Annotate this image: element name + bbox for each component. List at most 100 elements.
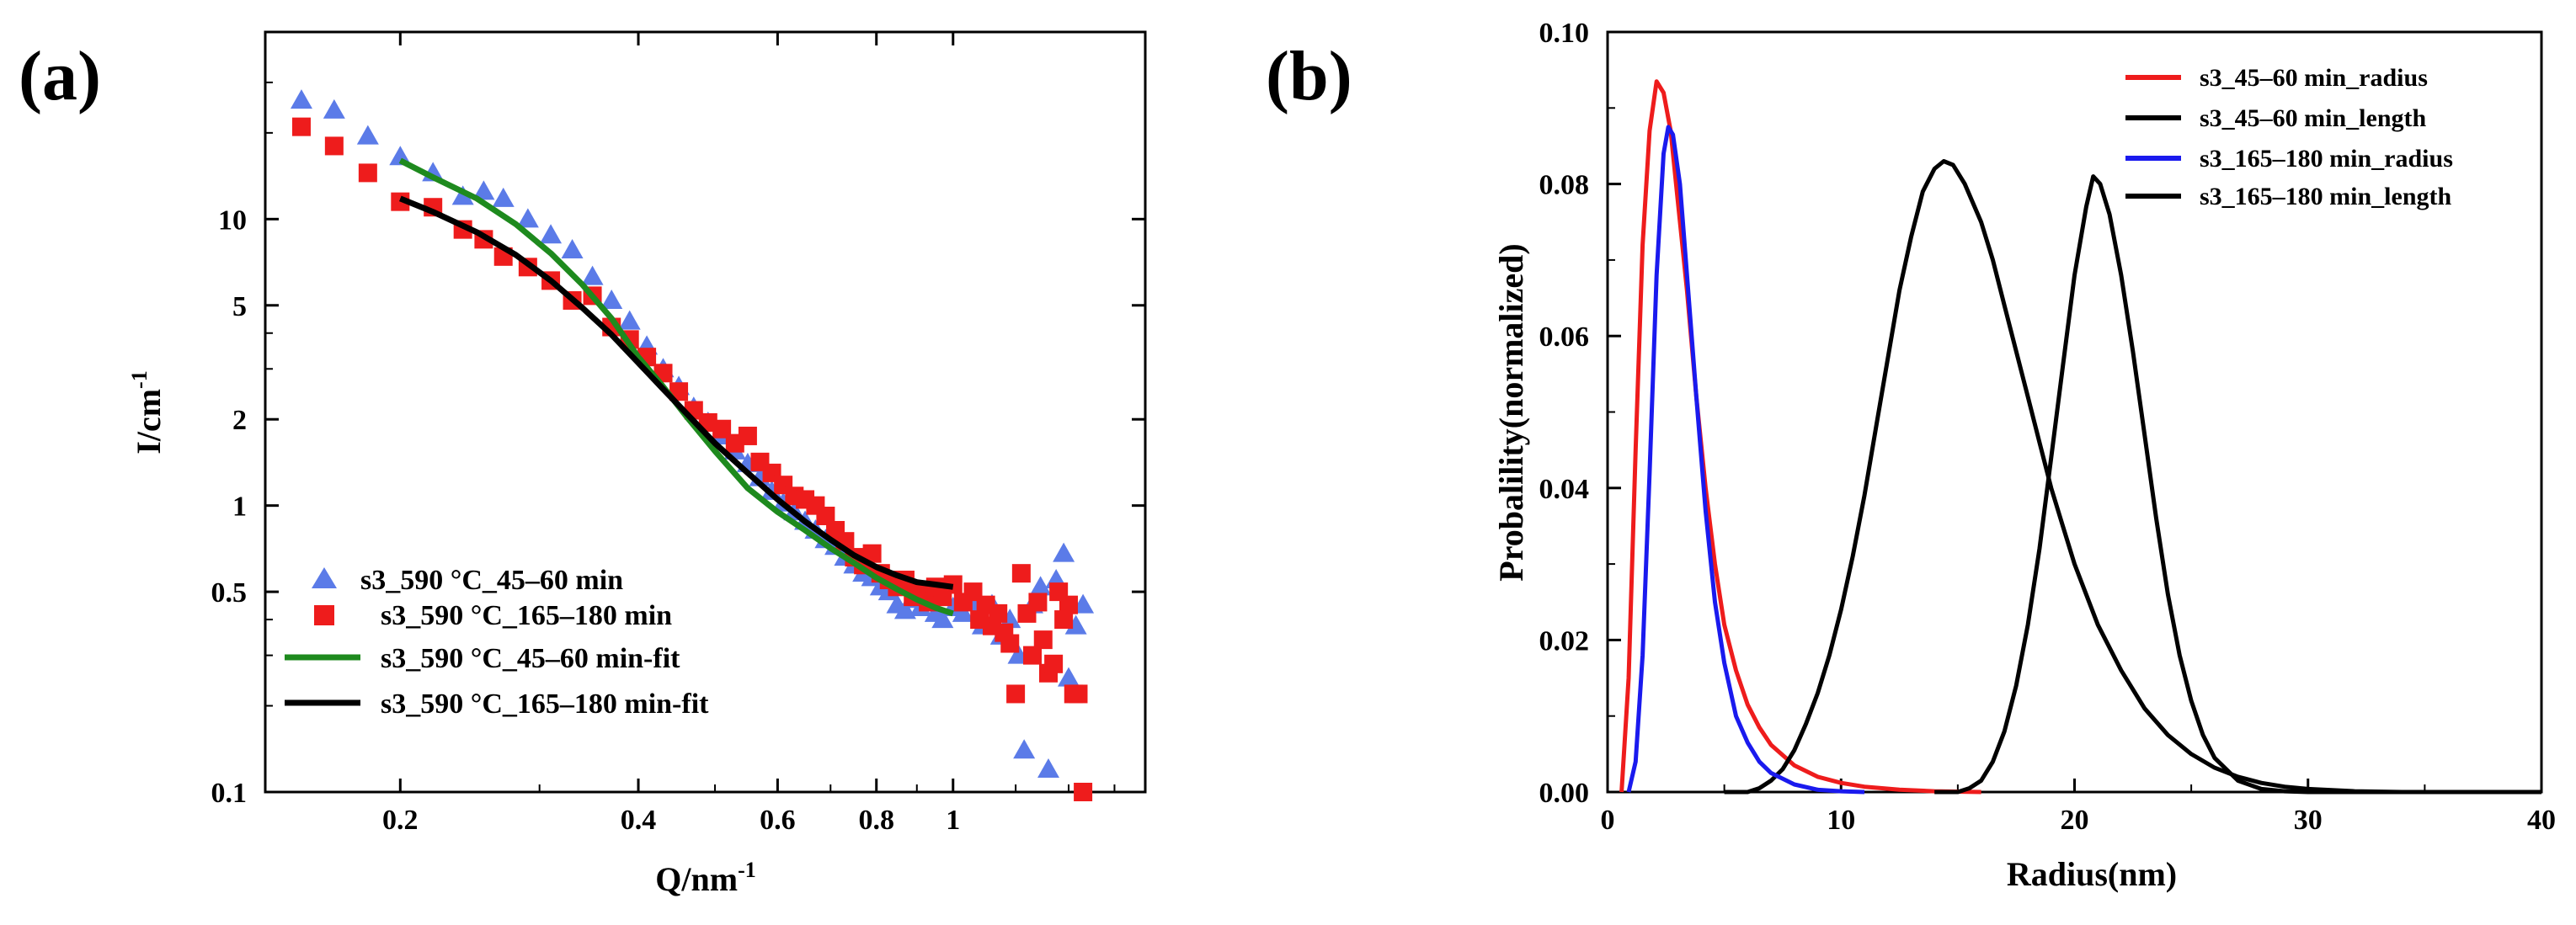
panel-a-x-axis-title-text: Q/nm [655, 860, 738, 898]
square-marker-point [712, 419, 732, 439]
triangle-marker-point [581, 265, 604, 285]
panel-b-data [1619, 79, 2541, 795]
triangle-marker-point [290, 89, 312, 109]
triangle-marker-point [1053, 542, 1075, 562]
square-marker-point [1044, 654, 1064, 673]
square-marker-point [1000, 634, 1020, 653]
panel-a-label: (a) [19, 37, 101, 115]
legend-label-165-180-fit: s3_590 °C_165–180 min-fit [381, 688, 709, 720]
fit-line-165-180 [398, 195, 954, 590]
x-tick-label-40: 40 [2527, 805, 2556, 836]
square-marker-point [1059, 595, 1078, 614]
triangle-marker-point [1013, 739, 1036, 759]
panel-b-legend: s3_45–60 min_radius s3_45–60 min_length … [2125, 64, 2453, 210]
panel-b-y-axis-title: Probalility(normalized) [1492, 243, 1530, 581]
panel-b-x-axis-title: Radius(nm) [2007, 855, 2177, 893]
y-tick-label-1: 1 [232, 492, 247, 523]
square-marker-point [862, 544, 882, 563]
distribution-line-s3-45-60-min-radius [1619, 79, 1981, 795]
square-marker-point [324, 136, 344, 156]
fit-line-45-60 [398, 157, 954, 617]
square-marker-point [989, 603, 1008, 623]
triangle-marker-point [1064, 614, 1087, 635]
triangle-marker-point [999, 609, 1021, 629]
y-tick-label-0-04: 0.04 [1539, 474, 1590, 505]
triangle-marker-point [323, 98, 345, 119]
legend-label-45-60-radius: s3_45–60 min_radius [2200, 64, 2428, 92]
x-tick-label-1: 1 [946, 805, 960, 836]
y-tick-label-0-00: 0.00 [1539, 778, 1590, 809]
square-marker-point [738, 426, 757, 445]
triangle-marker-point [516, 208, 539, 228]
triangle-marker-point [760, 480, 783, 500]
triangle-marker-point [600, 289, 623, 309]
y-tick-label-5: 5 [232, 291, 247, 322]
square-marker-point [1033, 630, 1053, 650]
panel-a-legend: s3_590 °C_45–60 min s3_590 °C_165–180 mi… [285, 565, 709, 720]
panel-a-ticks [265, 32, 1145, 794]
triangle-marker-point [618, 310, 641, 330]
y-tick-label-0-10: 0.10 [1539, 18, 1590, 49]
distribution-line-s3-165-180-min-length [1934, 174, 2541, 795]
panel-a-plot-frame [264, 30, 1147, 794]
panel-a-y-axis-title-sup: -1 [127, 370, 152, 389]
legend-label-45-60-fit: s3_590 °C_45–60 min-fit [381, 643, 680, 674]
y-tick-label-0-1: 0.1 [211, 778, 248, 809]
x-tick-label-0-4: 0.4 [621, 805, 657, 836]
y-tick-label-0-5: 0.5 [211, 577, 248, 609]
panel-b-label: (b) [1266, 37, 1352, 115]
panel-a-tick-labels: 0.2 0.4 0.6 0.8 1 0.1 0.5 1 2 5 10 [211, 205, 961, 836]
x-tick-label-0-8: 0.8 [858, 805, 894, 836]
triangle-marker-point [893, 599, 916, 619]
triangle-marker-point [451, 185, 474, 205]
y-tick-label-0-08: 0.08 [1539, 170, 1590, 201]
x-tick-label-10: 10 [1827, 805, 1855, 836]
legend-label-45-60-length: s3_45–60 min_length [2200, 104, 2427, 132]
triangle-marker-point [1057, 667, 1080, 687]
legend-label-45-60: s3_590 °C_45–60 min [360, 565, 623, 596]
square-marker-point [358, 163, 377, 183]
panel-a-y-axis-title: I/cm-1 [127, 370, 168, 454]
y-tick-label-0-02: 0.02 [1539, 625, 1590, 657]
square-marker-point [1023, 646, 1043, 665]
y-tick-label-10: 10 [218, 205, 247, 236]
triangle-marker-point [1037, 758, 1059, 779]
panel-a-data [290, 89, 1095, 801]
square-marker-point [291, 117, 311, 136]
panel-b: (b) 0 10 20 30 40 0.00 0.02 0.04 0.06 0.08 0.10 Ra… [1266, 18, 2556, 893]
panel-b-tick-labels: 0 10 20 30 40 0.00 0.02 0.04 0.06 0.08 0.10 [1539, 18, 2557, 836]
triangle-marker-point [1029, 576, 1052, 596]
triangle-marker-point [356, 125, 379, 145]
square-marker-point [1069, 684, 1088, 704]
y-tick-label-0-06: 0.06 [1539, 322, 1590, 353]
panel-a-y-axis-title-text: I/cm [130, 389, 168, 455]
square-marker-point [1006, 684, 1026, 704]
legend-label-165-180: s3_590 °C_165–180 min [381, 600, 672, 631]
legend-label-165-180-radius: s3_165–180 min_radius [2200, 145, 2453, 173]
square-marker-point [1011, 564, 1031, 583]
panel-a-x-axis-title: Q/nm-1 [655, 858, 755, 898]
x-tick-label-0-2: 0.2 [382, 805, 419, 836]
y-tick-label-2: 2 [232, 405, 247, 436]
triangle-marker-point [931, 609, 954, 629]
triangle-marker-point [952, 602, 974, 622]
legend-label-165-180-length: s3_165–180 min_length [2200, 183, 2452, 210]
panel-a-x-axis-title-sup: -1 [738, 858, 756, 882]
triangle-marker-point [561, 239, 584, 259]
distribution-line-s3-45-60-min-length [1724, 159, 2541, 795]
legend-marker-square [314, 605, 334, 625]
square-marker-point [1074, 783, 1093, 801]
x-tick-label-30: 30 [2294, 805, 2323, 836]
triangle-marker-point [540, 224, 563, 244]
x-tick-label-0: 0 [1601, 805, 1615, 836]
legend-marker-triangle [312, 567, 337, 588]
square-marker-point [1054, 610, 1074, 630]
square-marker-point [1028, 593, 1048, 612]
square-marker-point [816, 506, 835, 525]
x-tick-label-20: 20 [2061, 805, 2089, 836]
x-tick-label-0-6: 0.6 [760, 805, 796, 836]
triangle-marker-point [472, 180, 495, 200]
triangle-marker-point [492, 187, 515, 207]
